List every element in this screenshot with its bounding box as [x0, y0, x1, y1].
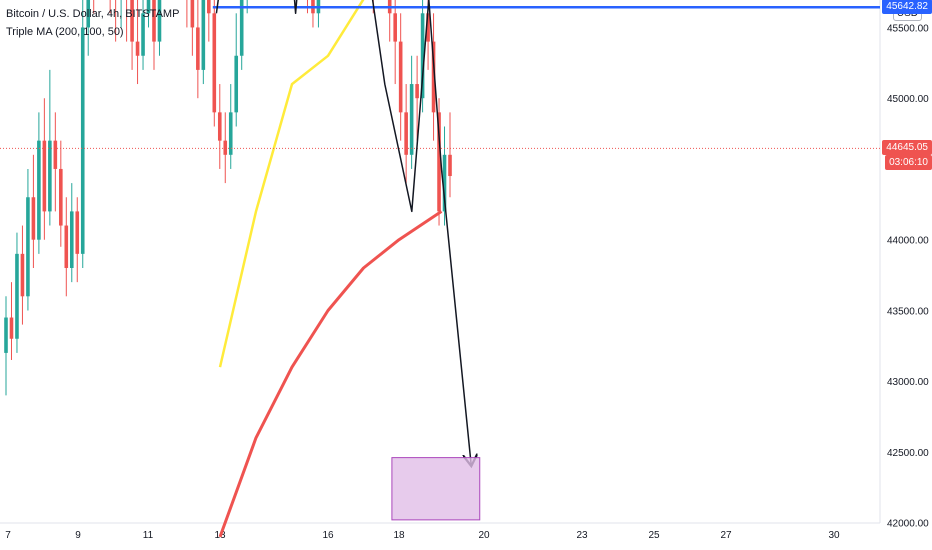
level-price-tag: 45642.82 — [882, 0, 932, 15]
candle-body — [398, 41, 403, 113]
candle-body — [80, 27, 85, 254]
target-zone-box — [391, 457, 481, 521]
candle-body — [69, 211, 74, 268]
x-tick-label: 7 — [5, 530, 11, 541]
candle-body — [31, 197, 36, 240]
x-tick-label: 30 — [828, 530, 840, 541]
candle-body — [146, 0, 151, 14]
x-tick-label: 23 — [576, 530, 588, 541]
candle-body — [393, 13, 397, 42]
candle-body — [152, 0, 156, 42]
candle-body — [15, 253, 19, 339]
y-tick-label: 44000.00 — [887, 236, 929, 247]
candle-body — [448, 154, 452, 177]
candle-body — [442, 154, 447, 212]
last-price-tag: 44645.05 — [882, 140, 932, 156]
y-tick-label: 43000.00 — [887, 377, 929, 388]
candle-body — [409, 84, 414, 155]
candle-body — [426, 13, 430, 42]
x-tick-label: 20 — [478, 530, 490, 541]
candle-body — [207, 0, 211, 14]
x-tick-label: 27 — [720, 530, 732, 541]
candle-body — [86, 0, 91, 28]
countdown-tag: 03:06:10 — [885, 155, 932, 171]
x-tick-label: 11 — [143, 530, 154, 541]
candle-body — [59, 168, 63, 226]
candle-body — [157, 0, 162, 42]
candle-body — [53, 140, 58, 169]
x-tick-label: 18 — [393, 530, 405, 541]
y-tick-label: 43500.00 — [887, 306, 929, 317]
candle-body — [64, 225, 69, 268]
ma-yellow-line — [218, 0, 365, 368]
candle-body — [48, 140, 52, 212]
candle-body — [415, 84, 419, 99]
candle-body — [201, 0, 206, 70]
candle-body — [20, 253, 25, 297]
candle-body — [420, 13, 425, 99]
y-tick-label: 45000.00 — [887, 94, 929, 105]
candle-body — [37, 140, 41, 240]
candle-body — [228, 112, 233, 155]
candle-body — [4, 317, 8, 353]
x-tick-label: 9 — [75, 530, 81, 541]
candle-body — [196, 27, 200, 70]
x-tick-label: 25 — [648, 530, 660, 541]
candle-body — [431, 41, 436, 113]
candle-body — [9, 317, 14, 339]
candle-body — [130, 0, 134, 42]
indicator-legend: Triple MA (200, 100, 50) — [6, 26, 124, 38]
candle-body — [212, 13, 217, 113]
x-tick-label: 16 — [322, 530, 334, 541]
pattern-trendline — [215, 0, 471, 466]
candle-body — [437, 112, 441, 212]
y-tick-label: 45500.00 — [887, 23, 929, 34]
candle-body — [234, 55, 239, 113]
candle-body — [26, 197, 30, 297]
symbol-title: Bitcoin / U.S. Dollar, 4h, BITSTAMP — [6, 8, 180, 20]
candle-body — [141, 13, 145, 56]
candle-body — [223, 140, 228, 155]
candle-body — [135, 41, 140, 56]
candle-body — [217, 112, 222, 141]
candle-body — [42, 140, 47, 212]
candle-body — [404, 112, 408, 155]
y-tick-label: 42500.00 — [887, 448, 929, 459]
candle-body — [75, 211, 80, 254]
candle-body — [239, 0, 244, 56]
candle-body — [190, 0, 195, 28]
ma-red-line — [218, 210, 443, 538]
y-tick-label: 42000.00 — [887, 519, 929, 530]
